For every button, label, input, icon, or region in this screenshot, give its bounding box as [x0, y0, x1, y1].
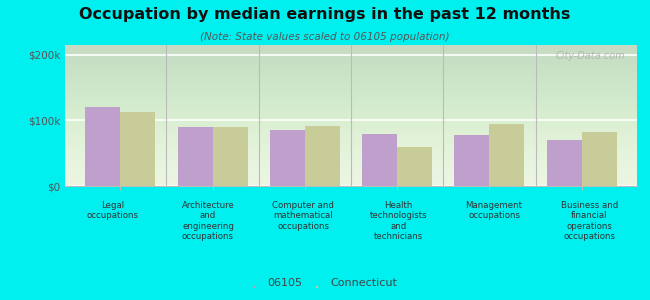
Bar [362, 134, 397, 186]
Bar [120, 112, 155, 186]
Text: Management
occupations: Management occupations [465, 201, 523, 220]
Bar [270, 130, 305, 186]
Bar [489, 124, 525, 186]
Bar [305, 126, 340, 186]
Text: Business and
financial
operations
occupations: Business and financial operations occupa… [561, 201, 618, 241]
Text: Occupation by median earnings in the past 12 months: Occupation by median earnings in the pas… [79, 8, 571, 22]
Bar [397, 147, 432, 186]
Text: Legal
occupations: Legal occupations [86, 201, 138, 220]
Text: City-Data.com: City-Data.com [556, 51, 625, 61]
Text: (Note: State values scaled to 06105 population): (Note: State values scaled to 06105 popu… [200, 32, 450, 41]
Text: Computer and
mathematical
occupations: Computer and mathematical occupations [272, 201, 334, 231]
Text: Health
technologists
and
technicians: Health technologists and technicians [370, 201, 428, 241]
Bar [547, 140, 582, 186]
Text: Architecture
and
engineering
occupations: Architecture and engineering occupations [181, 201, 235, 241]
Bar [582, 132, 617, 186]
Legend: 06105, Connecticut: 06105, Connecticut [250, 274, 400, 291]
Bar [213, 127, 248, 186]
Bar [177, 127, 213, 186]
Bar [454, 135, 489, 186]
Bar [85, 107, 120, 186]
